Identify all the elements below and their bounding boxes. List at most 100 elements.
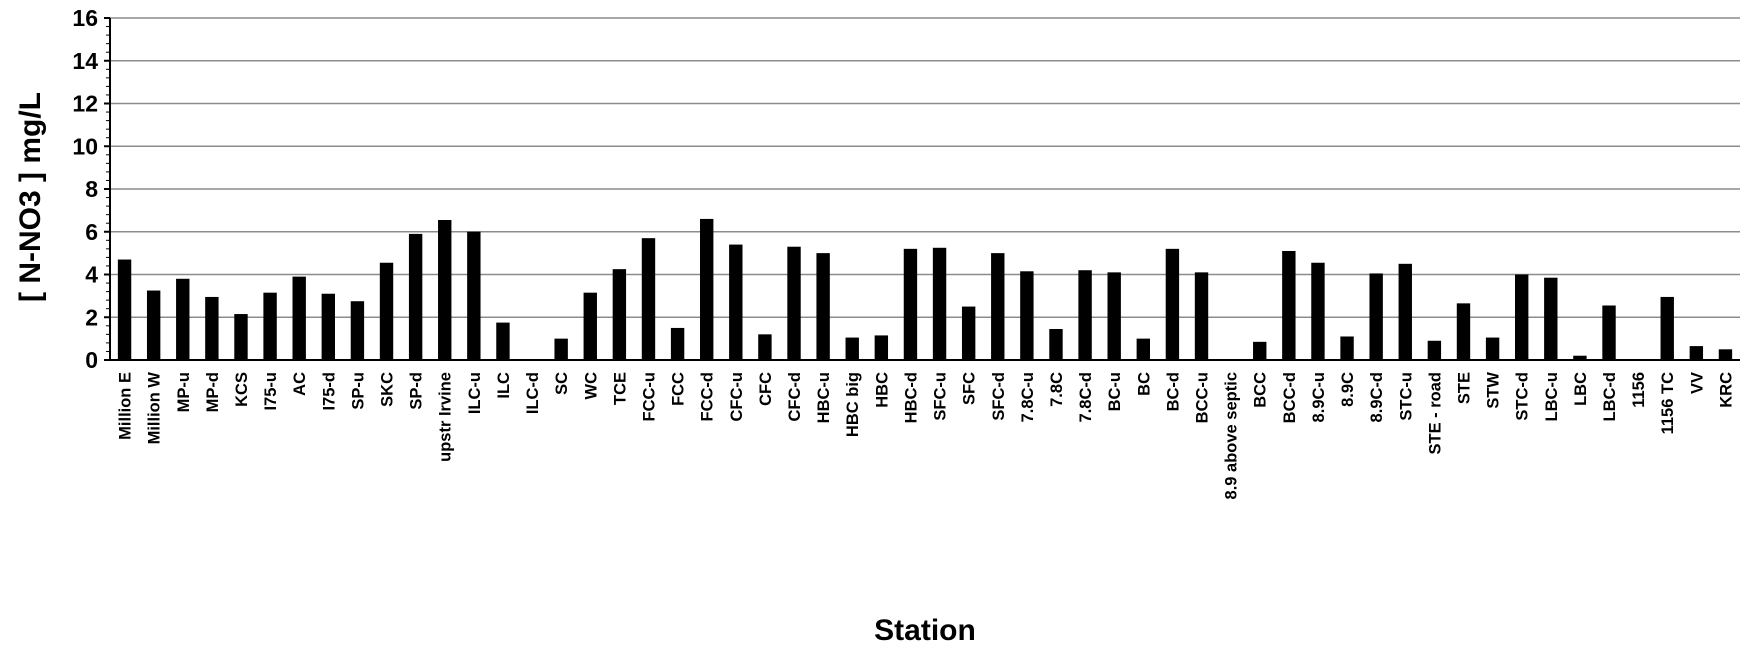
bar (438, 219, 452, 360)
x-tick-label: ILC (495, 372, 513, 399)
bar (1253, 341, 1267, 360)
bar (991, 253, 1005, 360)
bar (1369, 273, 1383, 360)
bar (350, 301, 365, 360)
bar (176, 278, 190, 360)
bar (1485, 337, 1500, 360)
bar (961, 306, 976, 360)
x-tick-label: ILC-d (524, 372, 542, 414)
x-tick-label: CFC-u (728, 372, 746, 421)
bar (408, 233, 423, 360)
bar (1049, 329, 1063, 360)
x-tick-label: SFC (961, 372, 979, 405)
x-tick-label: STE (1455, 372, 1473, 404)
bar (1456, 303, 1471, 360)
x-tick-label: STW (1485, 372, 1503, 409)
bar (1165, 248, 1180, 360)
x-tick-label: STE - road (1426, 372, 1444, 455)
x-tick-label: BCC-u (1194, 372, 1212, 423)
x-tick-label: TCE (611, 372, 629, 405)
x-tick-label: 1156 TC (1659, 372, 1677, 434)
bar (874, 335, 889, 360)
x-tick-label: 7.8C-d (1077, 372, 1095, 422)
bar (1340, 336, 1354, 360)
x-tick-label: HBC-u (815, 372, 833, 423)
bar (612, 269, 627, 360)
bar (1398, 263, 1412, 360)
y-tick-label: 12 (72, 91, 98, 117)
x-tick-label: BC-u (1106, 372, 1124, 411)
bar (1194, 272, 1209, 360)
y-tick-label: 4 (85, 262, 98, 288)
x-tick-label: SFC-d (990, 372, 1008, 421)
x-tick-label: 8.9 above septic (1223, 372, 1241, 499)
x-tick-label: SKC (379, 372, 397, 407)
bar (234, 314, 248, 360)
x-tick-label: Million E (117, 372, 135, 440)
x-tick-label: upstr Irvine (437, 372, 455, 462)
x-tick-label: 7.8C-u (1019, 372, 1037, 422)
bar (379, 262, 394, 360)
bar (1136, 338, 1150, 360)
bar (729, 244, 743, 360)
x-tick-label: BC (1135, 372, 1153, 396)
bar (117, 259, 132, 360)
y-tick-label: 2 (85, 304, 98, 330)
y-tick-label: 10 (72, 133, 98, 159)
bar (321, 293, 335, 360)
bars (117, 218, 1733, 360)
x-tick-label: HBC (873, 372, 891, 408)
y-tick-label: 0 (85, 347, 98, 373)
x-tick-label: FCC (670, 372, 688, 406)
x-tick-label: SP-u (349, 372, 367, 410)
x-axis-title: Station (874, 614, 976, 647)
bar (496, 322, 510, 360)
x-tick-label: MP-d (204, 372, 222, 412)
x-tick-label: 1156 (1630, 372, 1648, 408)
x-tick-label: Million W (146, 372, 164, 445)
x-tick-label: CFC (757, 372, 775, 406)
gridlines (110, 17, 1740, 318)
bar (670, 327, 685, 360)
x-tick-label: FCC-u (640, 372, 658, 421)
bar (932, 247, 947, 360)
bar (554, 338, 568, 360)
x-tick-label: KCS (233, 372, 251, 407)
x-axis-tick-labels: Million E Million W MP-u MP-d KCS I75-u AC I75-… (117, 372, 1736, 500)
bar (1718, 349, 1733, 360)
bar (1515, 274, 1529, 360)
x-tick-label: 7.8C (1048, 372, 1066, 407)
bar (583, 292, 597, 360)
bar (903, 248, 918, 360)
bar (263, 292, 277, 360)
x-tick-label: 8.9C (1339, 372, 1357, 407)
x-tick-label: 8.9C-u (1310, 372, 1328, 422)
y-tick-label: 8 (85, 176, 98, 202)
bar (1107, 272, 1121, 360)
bar (787, 246, 801, 360)
y-tick-label: 16 (72, 5, 98, 31)
x-tick-label: HBC-d (902, 372, 920, 423)
bar (700, 218, 714, 360)
x-tick-label: STC-u (1397, 372, 1415, 421)
y-tick-label: 14 (72, 48, 98, 74)
bar (1660, 296, 1674, 360)
x-tick-label: FCC-d (699, 372, 717, 421)
bar (1020, 271, 1034, 360)
bar (1544, 277, 1558, 360)
x-tick-label: 8.9C-d (1368, 372, 1386, 422)
x-tick-label: BCC (1252, 372, 1270, 408)
x-tick-label: ILC-u (466, 372, 484, 414)
x-tick-label: SP-d (408, 372, 426, 410)
bar (1689, 346, 1704, 360)
x-tick-label: I75-d (320, 372, 338, 411)
y-axis-title: [ N-NO3 ] mg/L (14, 92, 47, 302)
x-tick-label: HBC big (844, 372, 862, 437)
bar (641, 238, 656, 360)
bar (205, 296, 219, 360)
x-tick-label: I75-u (262, 372, 280, 411)
x-tick-label: LBC-u (1543, 372, 1561, 421)
x-tick-label: AC (291, 372, 309, 396)
x-tick-label: SFC-u (932, 372, 950, 421)
